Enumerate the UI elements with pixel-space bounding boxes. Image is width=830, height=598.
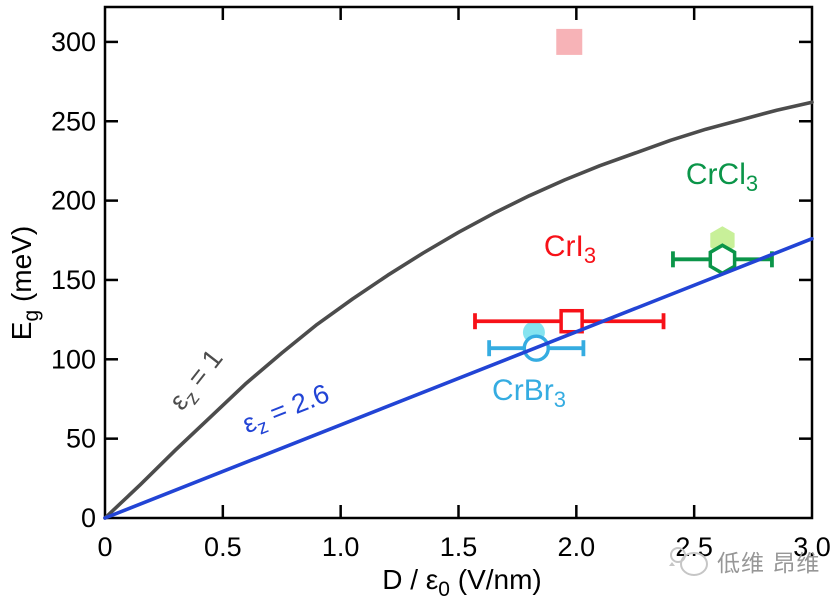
- y-tick-label: 50: [66, 424, 96, 454]
- x-tick-label: 0: [97, 532, 112, 562]
- label-cri3: CrI3: [544, 230, 596, 268]
- y-tick-label: 200: [51, 186, 96, 216]
- watermark-logo-icon: [669, 547, 708, 576]
- crbr3-main: CrBr: [492, 374, 554, 407]
- y-tick-label: 100: [51, 344, 96, 374]
- y-tick-label: 300: [51, 27, 96, 57]
- cri3-sub: 3: [584, 243, 596, 268]
- y-tick-label: 250: [51, 106, 96, 136]
- x-axis-label-unit: (V/nm): [450, 564, 542, 595]
- ez26-value: = 2.6: [259, 378, 334, 431]
- label-crcl3: CrCl3: [686, 158, 758, 196]
- plot-frame: [103, 5, 814, 520]
- crcl3-main: CrCl: [686, 158, 746, 191]
- x-axis-label-main: D / ε: [382, 564, 438, 595]
- x-tick-label: 2.5: [675, 532, 713, 562]
- cri3-main: CrI: [544, 230, 584, 263]
- crcl3-sub: 3: [746, 171, 758, 196]
- curve-ez26: [103, 236, 814, 520]
- y-axis-label-unit: (meV): [6, 226, 37, 310]
- y-tick-label: 150: [51, 265, 96, 295]
- x-axis-label: D / ε0 (V/nm): [382, 564, 542, 598]
- x-tick-label: 3.0: [793, 532, 830, 562]
- watermark-text: 低维 昂维: [717, 550, 821, 576]
- x-axis-label-sub: 0: [438, 578, 450, 598]
- y-axis-label-main: E: [6, 322, 37, 341]
- y-axis-label-sub: g: [20, 310, 43, 322]
- watermark: 低维 昂维: [668, 544, 820, 578]
- unlabeled-filled-square-marker: [556, 28, 583, 55]
- x-tick-label: 2.0: [558, 532, 596, 562]
- curve-ez1: [103, 100, 814, 520]
- x-tick-label: 0.5: [204, 532, 242, 562]
- y-axis-label: Eg (meV): [6, 226, 43, 340]
- crbr3-sub: 3: [554, 387, 566, 412]
- x-tick-label: 1.5: [440, 532, 478, 562]
- label-crbr3: CrBr3: [492, 374, 566, 412]
- y-tick-label: 0: [81, 503, 96, 533]
- x-tick-label: 1.0: [322, 532, 360, 562]
- cri3-marker: [559, 308, 584, 334]
